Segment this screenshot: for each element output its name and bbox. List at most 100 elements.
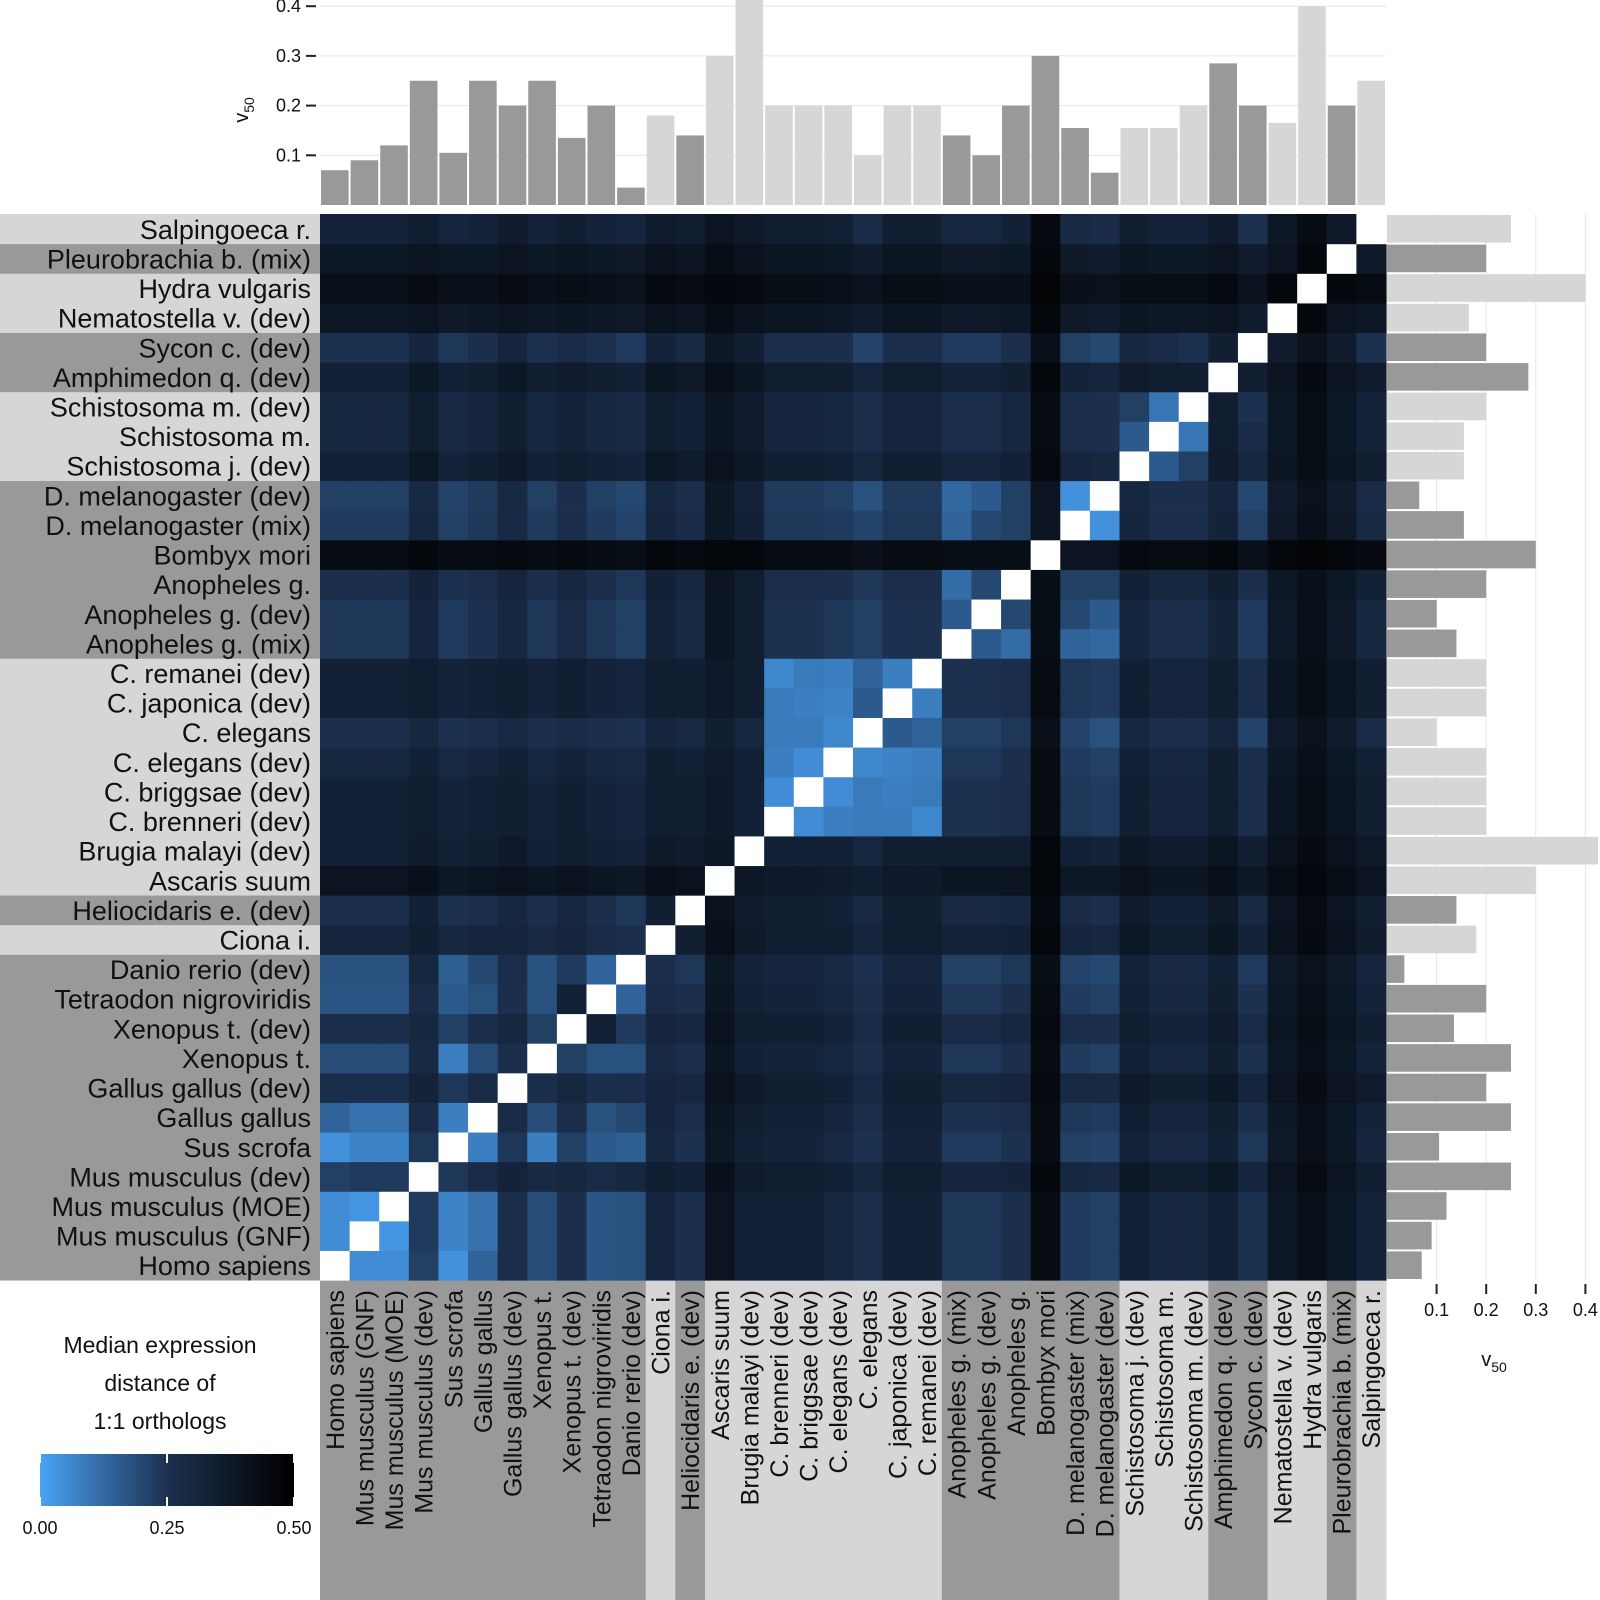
heatmap-cell [704, 598, 736, 630]
heatmap-cell [1267, 924, 1298, 955]
top-bar [557, 137, 586, 205]
heatmap-cell [497, 1102, 528, 1133]
heatmap-cell [1267, 598, 1298, 630]
heatmap-cell [823, 421, 854, 452]
top-bar [439, 152, 468, 205]
heatmap-cell [1208, 1043, 1239, 1074]
heatmap-cell [586, 1250, 617, 1281]
heatmap-cell [941, 391, 973, 422]
heatmap-cell [853, 450, 884, 482]
column-label: Xenopus t. (dev) [559, 1290, 587, 1473]
row-group-bands [0, 214, 320, 1281]
heatmap-cell [1297, 598, 1328, 630]
column-label: Tetraodon nigroviridis [588, 1290, 616, 1528]
heatmap-cell [408, 1043, 440, 1074]
legend-tick-label: 0.00 [22, 1518, 57, 1538]
heatmap-cell [882, 243, 913, 274]
heatmap-cell [1326, 598, 1357, 630]
right-bar [1387, 1132, 1440, 1161]
heatmap-cell [793, 1191, 824, 1222]
heatmap-cell [1297, 510, 1328, 541]
heatmap-cell [645, 1102, 676, 1133]
heatmap-cell [704, 421, 736, 452]
heatmap-cell [408, 480, 440, 511]
column-label: Mus musculus (MOE) [381, 1290, 409, 1530]
heatmap-cell [704, 539, 736, 570]
column-group-band [793, 1280, 824, 1600]
right-axis-title-main: v [1481, 1349, 1491, 1371]
right-bar [1387, 274, 1586, 302]
heatmap-cell [1060, 806, 1091, 837]
heatmap-cell [1001, 835, 1032, 867]
heatmap-cell [1178, 480, 1209, 511]
heatmap-cell [527, 1220, 558, 1251]
column-group-band [1356, 1280, 1387, 1600]
heatmap-cell [853, 1013, 884, 1044]
top-bar [646, 115, 675, 205]
heatmap-cell [379, 598, 410, 630]
row-label: Ciona i. [219, 925, 311, 955]
heatmap-cell [556, 1072, 588, 1103]
heatmap-cell [1326, 865, 1357, 896]
heatmap-cell [764, 687, 795, 718]
heatmap-cell [675, 510, 706, 541]
heatmap-cell [468, 391, 499, 422]
heatmap-cell [882, 954, 913, 985]
heatmap-cell [1001, 391, 1032, 422]
heatmap-cell [704, 1220, 736, 1251]
legend-title-line-2: distance of [104, 1370, 216, 1396]
heatmap-cell [349, 1250, 380, 1281]
heatmap-cell [675, 302, 706, 334]
heatmap-cell [645, 450, 676, 482]
heatmap-cell [320, 450, 351, 482]
heatmap-cell [1030, 214, 1061, 245]
row-group-band [0, 747, 320, 778]
heatmap-cell [1001, 924, 1032, 955]
row-label: C. briggsae (dev) [104, 777, 311, 807]
heatmap-cell [468, 895, 499, 926]
heatmap-diagonal-cell [1060, 510, 1091, 541]
heatmap-cell [1178, 776, 1209, 807]
row-label: Hydra vulgaris [138, 274, 311, 304]
heatmap-cell [349, 658, 380, 689]
heatmap-cell [497, 747, 528, 778]
heatmap-diagonal-cell [734, 835, 765, 867]
heatmap-cell [586, 450, 617, 482]
heatmap-cell [1297, 747, 1328, 778]
heatmap-cell [320, 421, 351, 452]
heatmap-cell [1267, 1043, 1298, 1074]
right-bar [1387, 363, 1529, 391]
heatmap-cell [320, 1013, 351, 1044]
top-axis-tick-label: 0.1 [276, 145, 301, 165]
heatmap-cell [704, 628, 736, 659]
heatmap-cell [1237, 747, 1269, 778]
right-bar [1387, 777, 1487, 806]
heatmap-cell [408, 302, 440, 334]
heatmap-cell [1208, 214, 1239, 245]
row-label: Xenopus t. (dev) [113, 1014, 311, 1044]
heatmap-cell [349, 628, 380, 659]
heatmap-cell [1149, 302, 1180, 334]
heatmap-cell [1326, 332, 1357, 363]
heatmap-cell [1208, 1161, 1239, 1192]
heatmap-cell [468, 628, 499, 659]
heatmap-cell [468, 598, 499, 630]
heatmap-cell [527, 1161, 558, 1192]
heatmap-cell [1356, 539, 1387, 570]
heatmap-cell [734, 806, 765, 837]
heatmap-cell [912, 510, 943, 541]
heatmap-cell [527, 539, 558, 570]
heatmap-cell [527, 1131, 558, 1163]
heatmap-cell [734, 1013, 765, 1044]
row-group-band [0, 362, 320, 393]
row-label: Pleurobrachia b. (mix) [47, 244, 311, 274]
heatmap-cell [1208, 1220, 1239, 1251]
heatmap-diagonal-cell [882, 687, 913, 718]
heatmap-cell [586, 717, 617, 748]
heatmap-cell [349, 598, 380, 630]
heatmap-cell [912, 539, 943, 570]
heatmap-cell [497, 628, 528, 659]
heatmap-cell [438, 687, 469, 718]
heatmap-cell [586, 302, 617, 334]
